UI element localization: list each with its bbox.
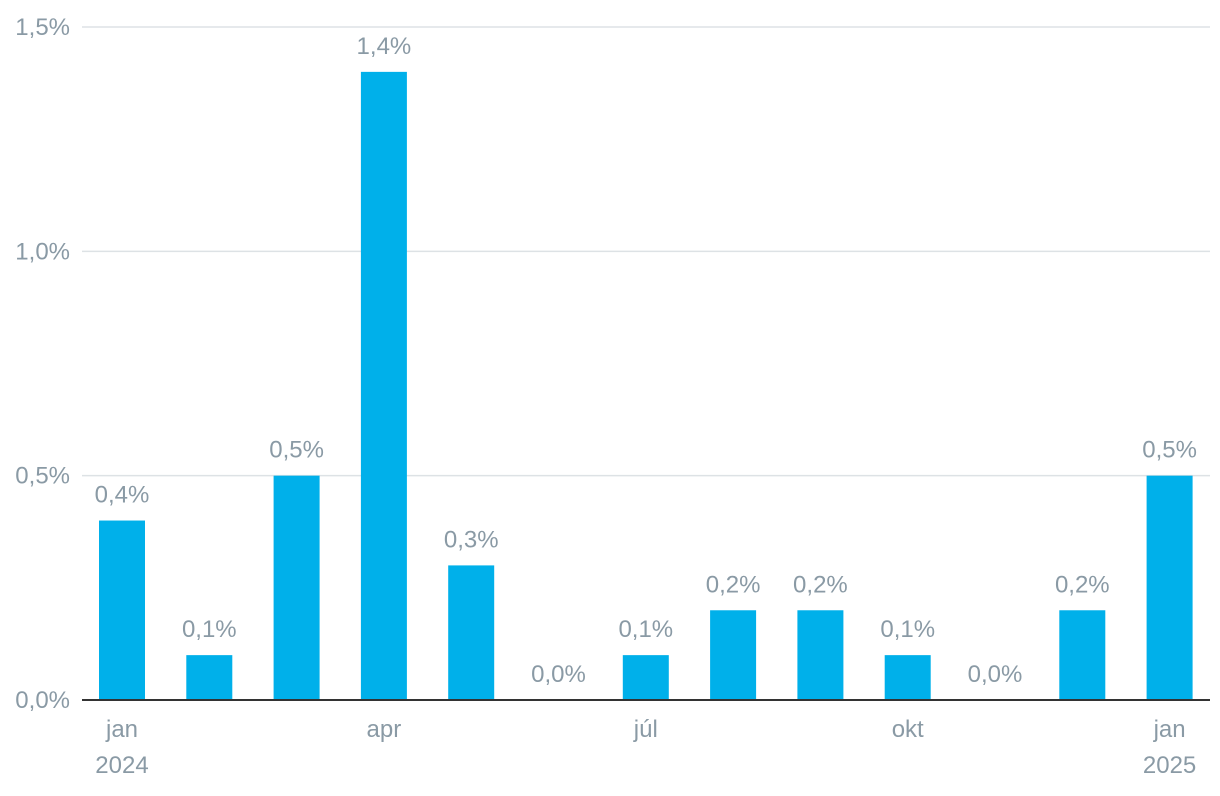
y-tick-label: 1,5% <box>15 14 70 41</box>
data-label: 0,2% <box>1055 571 1110 598</box>
data-label: 0,2% <box>793 571 848 598</box>
x-tick-label: jan <box>1153 716 1186 743</box>
data-label: 0,3% <box>444 526 499 553</box>
x-tick-label: okt <box>892 716 924 743</box>
x-tick-label: apr <box>367 716 402 743</box>
bar <box>1146 475 1193 700</box>
bars <box>99 71 1193 700</box>
x-tick-label: 2025 <box>1143 752 1196 779</box>
x-axis-tick-labels: jan 2024 apr júl okt jan 2025 <box>95 716 1196 779</box>
gridlines <box>82 26 1210 477</box>
data-label: 0,0% <box>968 661 1023 688</box>
y-tick-label: 1,0% <box>15 238 70 265</box>
data-label: 0,2% <box>706 571 761 598</box>
bar <box>1059 610 1106 700</box>
bar <box>622 655 669 700</box>
data-labels: 0,4% 0,1% 0,5% 1,4% 0,3% 0,0% 0,1% 0,2% 0,2% 0,1%… <box>95 33 1197 688</box>
data-label: 1,4% <box>357 33 412 60</box>
bar <box>273 475 320 700</box>
bar <box>99 520 145 700</box>
bar <box>360 71 407 700</box>
bar <box>797 610 844 700</box>
bar <box>884 655 931 700</box>
data-label: 0,0% <box>531 661 586 688</box>
bar <box>710 610 757 700</box>
data-label: 0,5% <box>1142 437 1197 464</box>
bar <box>448 565 495 700</box>
data-label: 0,1% <box>880 616 935 643</box>
y-axis-tick-labels: 0,0% 0,5% 1,0% 1,5% <box>15 14 70 714</box>
x-tick-label: júl <box>633 716 658 743</box>
x-tick-label: jan <box>105 716 138 743</box>
data-label: 0,1% <box>182 616 237 643</box>
y-tick-label: 0,5% <box>15 463 70 490</box>
data-label: 0,1% <box>618 616 673 643</box>
y-tick-label: 0,0% <box>15 687 70 714</box>
data-label: 0,5% <box>269 437 324 464</box>
x-tick-label: 2024 <box>95 752 148 779</box>
bar <box>186 655 233 700</box>
data-label: 0,4% <box>95 482 150 509</box>
